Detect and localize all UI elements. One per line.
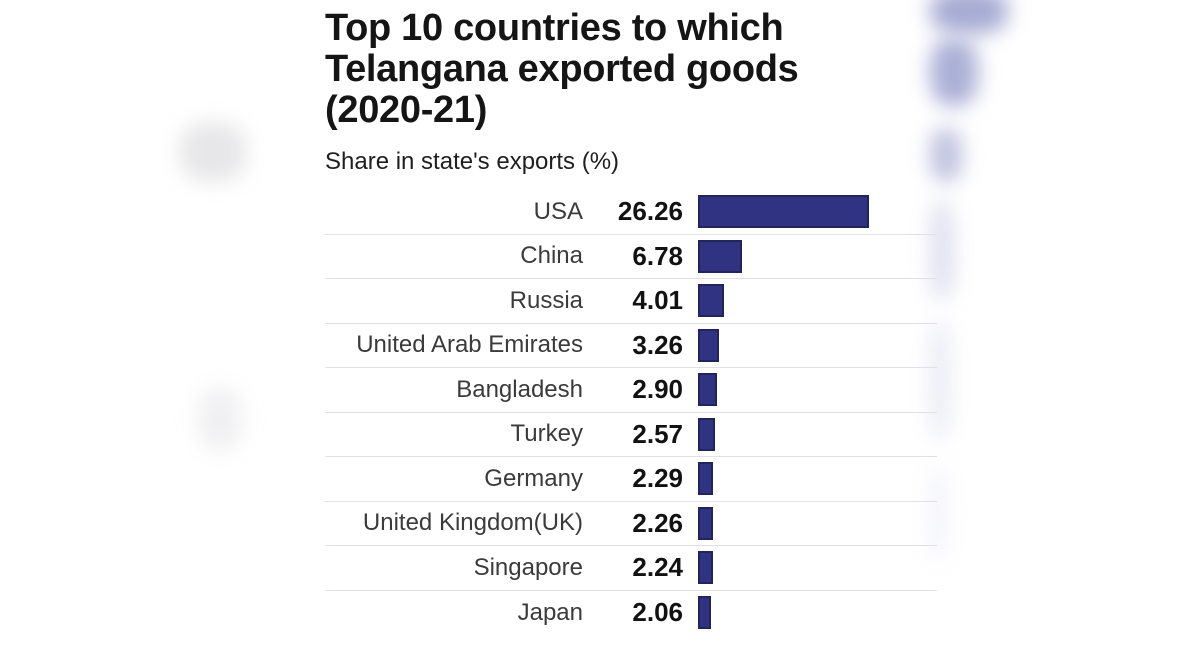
value-label: 4.01 (632, 285, 683, 316)
country-label: Bangladesh (456, 375, 583, 403)
bar (698, 506, 713, 540)
bar-track (698, 239, 937, 273)
country-label: Turkey (510, 420, 583, 448)
bar-track (698, 373, 937, 407)
value-label: 6.78 (632, 240, 683, 271)
left-blur-smudge-2 (198, 388, 242, 450)
chart-row: Singapore 2.24 (325, 546, 937, 591)
value-label: 2.57 (632, 418, 683, 449)
chart-row: China 6.78 (325, 235, 937, 279)
country-label: China (520, 242, 583, 270)
bar (698, 284, 724, 318)
value-label: 2.90 (632, 374, 683, 405)
bar (698, 551, 713, 585)
value-label: 3.26 (632, 329, 683, 360)
bar-track (698, 551, 937, 585)
value-label: 2.26 (632, 507, 683, 538)
bar-track (698, 462, 937, 496)
value-label: 2.06 (632, 597, 683, 628)
bar (698, 417, 715, 451)
chart-subtitle: Share in state's exports (%) (325, 148, 620, 175)
bar (698, 195, 869, 229)
bar (698, 328, 719, 362)
right-blur-smudge-3 (930, 128, 962, 182)
country-label: USA (533, 197, 583, 225)
chart-row: USA 26.26 (325, 190, 937, 235)
bar-chart-rows: USA 26.26 China 6.78 Russia 4.01 United Arab E… (325, 190, 937, 635)
left-blur-smudge-1 (180, 122, 246, 182)
bar-track (698, 506, 937, 540)
chart-row: Russia 4.01 (325, 279, 937, 324)
country-label: Germany (484, 464, 583, 492)
country-label: Russia (509, 286, 583, 314)
bar-track (698, 596, 937, 630)
country-label: United Arab Emirates (356, 331, 583, 359)
bar-track (698, 284, 937, 318)
bar-track (698, 417, 937, 451)
right-blur-smudge-5 (930, 320, 950, 440)
right-blur-smudge-2 (930, 38, 978, 106)
country-label: Singapore (473, 553, 583, 581)
value-label: 2.24 (632, 552, 683, 583)
chart-title: Top 10 countries to which Telangana expo… (325, 7, 799, 131)
bar (698, 239, 742, 273)
value-label: 26.26 (617, 196, 683, 227)
country-label: Japan (517, 598, 583, 626)
bar (698, 596, 711, 630)
right-blur-smudge-1 (930, 0, 1008, 34)
chart-row: Germany 2.29 (325, 457, 937, 502)
bar (698, 462, 713, 496)
chart-row: Turkey 2.57 (325, 413, 937, 457)
value-label: 2.29 (632, 463, 683, 494)
chart-row: United Arab Emirates 3.26 (325, 324, 937, 368)
right-blur-smudge-6 (930, 465, 946, 560)
chart-row: Japan 2.06 (325, 591, 937, 636)
chart-row: United Kingdom(UK) 2.26 (325, 502, 937, 546)
right-blur-smudge-4 (930, 200, 954, 300)
chart-row: Bangladesh 2.90 (325, 368, 937, 413)
country-label: United Kingdom(UK) (362, 509, 583, 537)
bar (698, 373, 717, 407)
bar-track (698, 195, 937, 229)
bar-track (698, 328, 937, 362)
